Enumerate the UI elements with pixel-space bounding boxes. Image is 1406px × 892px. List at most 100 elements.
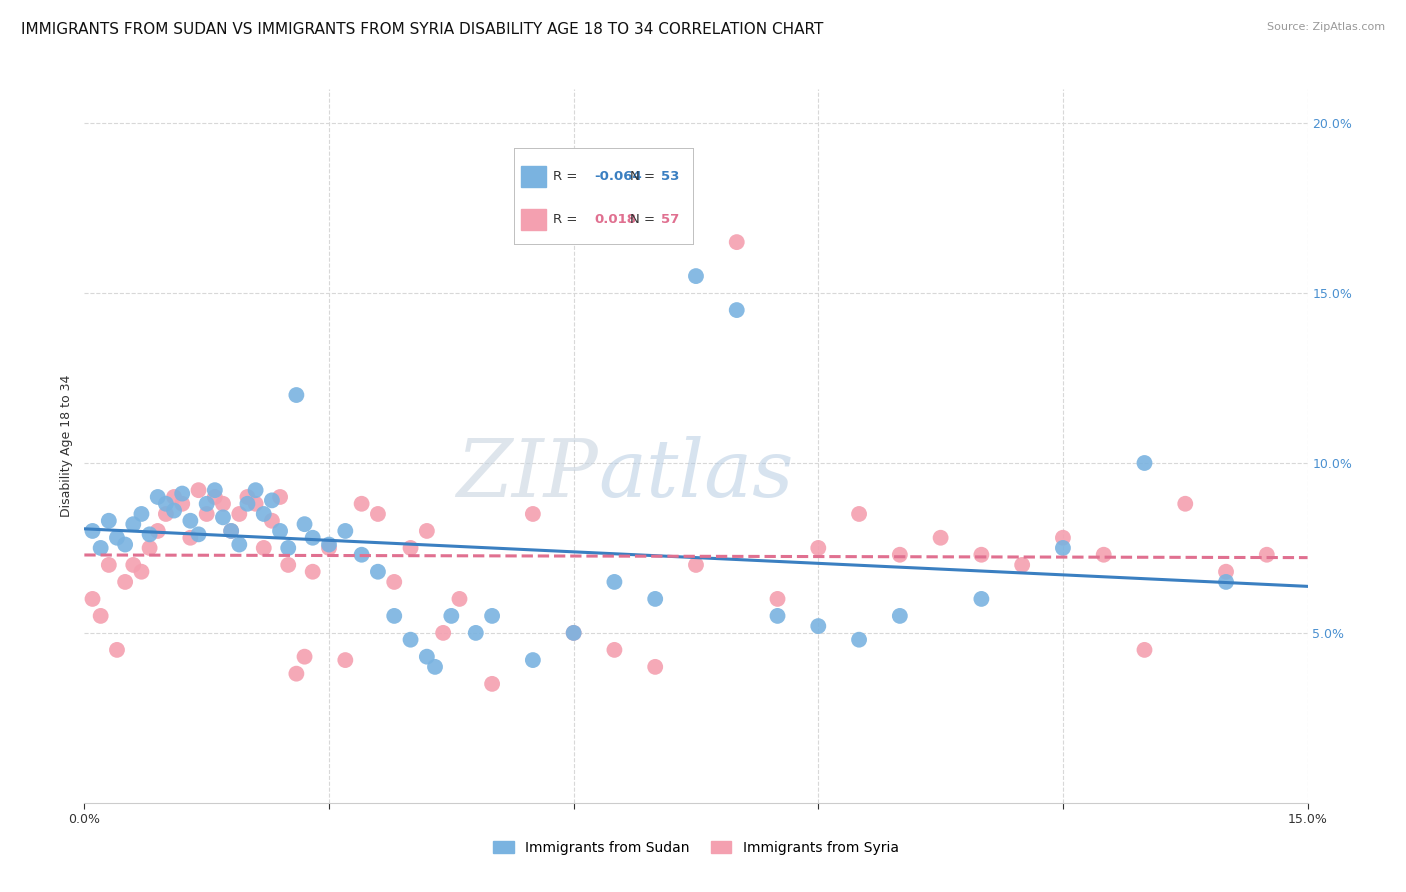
Point [228,537,250,551]
Point [253,541,276,555]
Point [138,527,160,541]
Point [163,490,186,504]
Point [187,483,209,498]
Point [367,565,389,579]
Point [644,591,666,606]
Point [367,507,389,521]
Y-axis label: Disability Age 18 to 34: Disability Age 18 to 34 [60,375,73,517]
Point [889,548,911,562]
Point [277,541,299,555]
Point [1215,565,1237,579]
Point [212,497,235,511]
Point [179,514,201,528]
Point [285,388,308,402]
Point [1052,531,1074,545]
Point [1092,548,1115,562]
Point [146,490,169,504]
Point [522,507,544,521]
Text: 53: 53 [661,169,679,183]
Text: ZIP: ZIP [457,436,598,513]
Point [219,524,242,538]
Point [350,497,373,511]
Point [399,541,422,555]
Point [301,565,323,579]
Point [260,493,283,508]
Point [318,537,340,551]
Point [382,574,405,589]
Point [285,666,308,681]
Point [440,608,463,623]
Point [929,531,952,545]
Point [807,541,830,555]
Legend: Immigrants from Sudan, Immigrants from Syria: Immigrants from Sudan, Immigrants from S… [488,835,904,860]
Point [195,497,218,511]
Point [1133,456,1156,470]
Point [122,517,145,532]
Point [97,514,120,528]
Point [522,653,544,667]
Text: R =: R = [553,169,578,183]
Point [131,507,153,521]
Point [195,507,218,521]
Point [335,653,357,667]
Point [562,626,585,640]
Point [82,524,104,538]
Point [1174,497,1197,511]
Point [725,303,748,318]
Point [204,490,226,504]
Point [416,649,439,664]
Bar [520,166,546,186]
Point [766,608,789,623]
Point [432,626,454,640]
Point [253,507,276,521]
Point [97,558,120,572]
Point [481,608,503,623]
Point [172,497,194,511]
Point [1133,643,1156,657]
Point [294,517,316,532]
Point [423,660,446,674]
Text: 57: 57 [661,213,679,226]
Point [464,626,486,640]
Point [294,649,316,664]
Text: atlas: atlas [598,436,793,513]
Point [163,503,186,517]
Point [1011,558,1033,572]
Point [204,483,226,498]
Point [245,483,267,498]
Point [382,608,405,623]
Point [187,527,209,541]
Point [277,558,299,572]
Point [603,643,626,657]
Point [105,643,128,657]
Point [848,632,870,647]
Point [603,574,626,589]
Point [416,524,439,538]
Bar [520,209,546,230]
Point [685,558,707,572]
Text: N =: N = [630,213,655,226]
Point [725,235,748,249]
Point [1256,548,1278,562]
Point [399,632,422,647]
Point [212,510,235,524]
Point [131,565,153,579]
Point [269,524,291,538]
Point [562,626,585,640]
Point [236,497,259,511]
Point [766,591,789,606]
Point [122,558,145,572]
Point [685,269,707,284]
Text: N =: N = [630,169,655,183]
Text: -0.064: -0.064 [595,169,643,183]
Point [848,507,870,521]
Point [269,490,291,504]
Text: IMMIGRANTS FROM SUDAN VS IMMIGRANTS FROM SYRIA DISABILITY AGE 18 TO 34 CORRELATI: IMMIGRANTS FROM SUDAN VS IMMIGRANTS FROM… [21,22,824,37]
Point [260,514,283,528]
Point [219,524,242,538]
Point [179,531,201,545]
Point [449,591,471,606]
Point [146,524,169,538]
Point [1052,541,1074,555]
Point [245,497,267,511]
